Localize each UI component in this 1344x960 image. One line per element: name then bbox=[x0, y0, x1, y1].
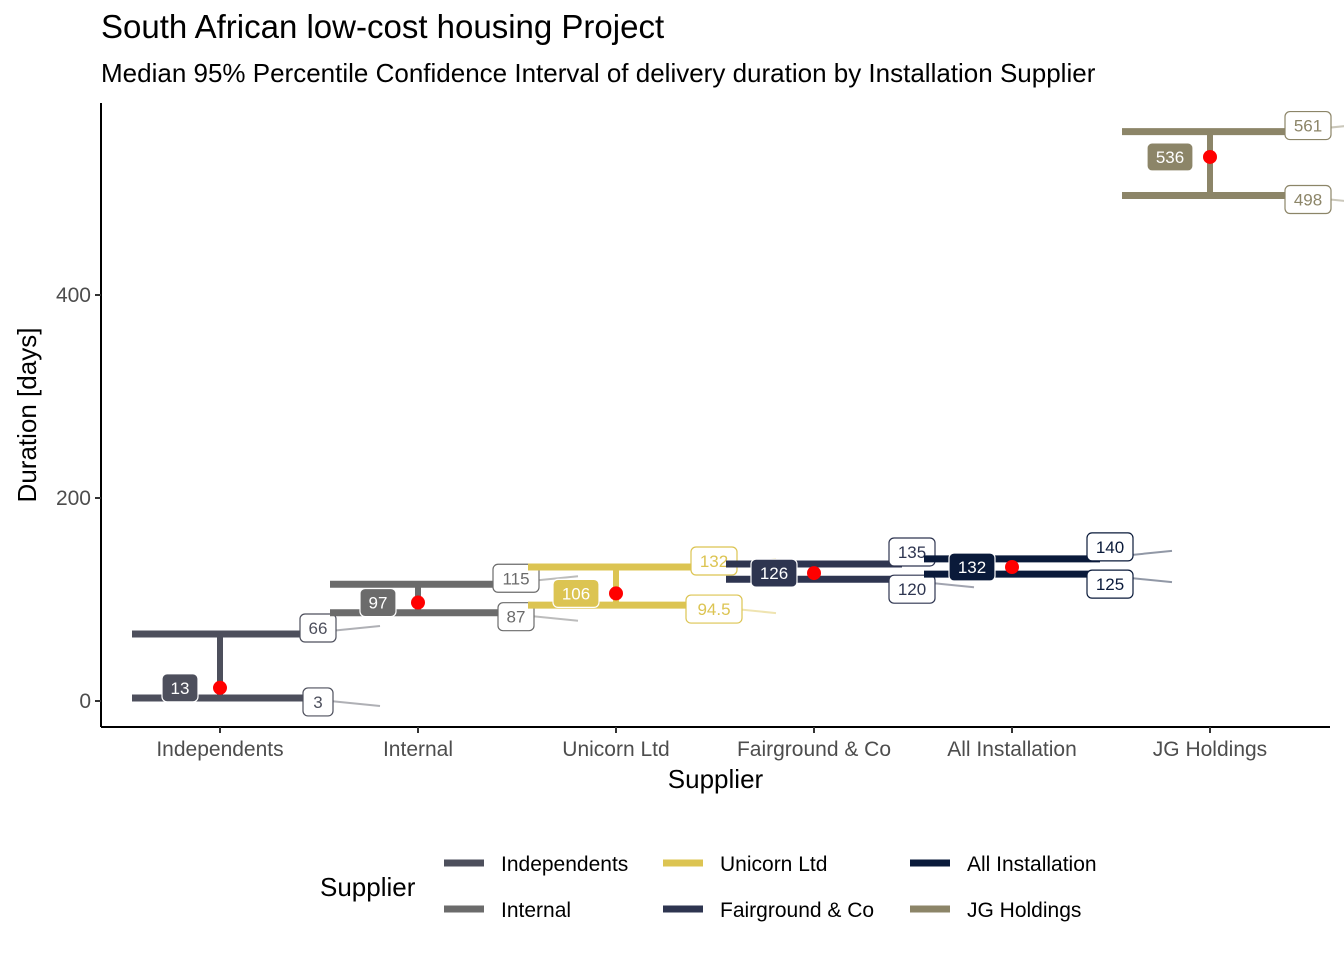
upper-value-label-box bbox=[1284, 110, 1332, 141]
x-tick-label: JG Holdings bbox=[1153, 738, 1267, 761]
upper-value-label-box bbox=[492, 563, 540, 593]
legend-label: JG Holdings bbox=[967, 899, 1081, 922]
lower-value-label: 498 bbox=[1284, 184, 1332, 215]
median-value-label-text: 132 bbox=[958, 558, 986, 577]
chart-title: South African low-cost housing Project bbox=[101, 8, 665, 45]
median-point bbox=[609, 586, 623, 601]
legend-item: All Installation bbox=[910, 853, 1097, 876]
upper-value-label-box bbox=[299, 613, 337, 643]
upper-value-label-text: 132 bbox=[700, 552, 728, 571]
median-value-label-text: 13 bbox=[171, 679, 190, 698]
y-tick-label: 200 bbox=[56, 487, 91, 510]
upper-value-label: 132 bbox=[690, 546, 738, 576]
median-value-label-box bbox=[948, 552, 996, 582]
legend-title: Supplier bbox=[320, 872, 416, 902]
upper-value-label: 135 bbox=[888, 537, 936, 567]
lower-value-label-box bbox=[1086, 569, 1134, 599]
lower-value-label-box bbox=[888, 574, 936, 604]
median-value-label-box bbox=[161, 673, 199, 703]
interval-3: 135 120 126 bbox=[726, 537, 975, 604]
upper-value-label: 115 bbox=[492, 563, 540, 593]
median-value-label-box bbox=[552, 578, 600, 609]
lower-value-label-text: 498 bbox=[1294, 191, 1322, 210]
chart-subtitle: Median 95% Percentile Confidence Interva… bbox=[101, 58, 1096, 88]
legend-label: Fairground & Co bbox=[720, 899, 874, 922]
lower-value-label-box bbox=[1284, 184, 1332, 215]
median-value-label: 132 bbox=[948, 552, 996, 582]
lower-value-label-text: 94.5 bbox=[697, 600, 730, 619]
x-tick-label: All Installation bbox=[947, 738, 1077, 761]
median-point bbox=[213, 680, 227, 695]
median-value-label-text: 536 bbox=[1156, 148, 1184, 167]
median-value-label-box bbox=[750, 558, 798, 588]
axes: 0 200 400 Independents Internal Unicorn Ltd Fa… bbox=[12, 103, 1330, 794]
median-value-label: 536 bbox=[1146, 142, 1194, 172]
median-value-label-box bbox=[359, 587, 397, 618]
median-value-label: 97 bbox=[359, 587, 397, 618]
upper-value-label-box bbox=[888, 537, 936, 567]
interval-5: 561 498 536 bbox=[1122, 110, 1344, 215]
median-point bbox=[807, 566, 821, 581]
x-tick-label: Internal bbox=[383, 738, 453, 761]
upper-value-label: 561 bbox=[1284, 110, 1332, 141]
x-tick-label: Fairground & Co bbox=[737, 738, 891, 761]
interval-0: 66 3 13 bbox=[132, 613, 381, 717]
upper-value-label-text: 115 bbox=[502, 569, 529, 588]
median-value-label: 106 bbox=[552, 578, 600, 609]
x-tick-label: Independents bbox=[156, 738, 283, 761]
median-value-label-text: 126 bbox=[760, 564, 788, 583]
y-axis-title: Duration [days] bbox=[12, 328, 42, 503]
legend: Supplier Independents Internal Unicorn Ltd F… bbox=[320, 853, 1097, 922]
legend-label: Independents bbox=[501, 853, 628, 876]
median-point bbox=[411, 595, 425, 610]
legend-label: Internal bbox=[501, 899, 571, 922]
median-value-label: 13 bbox=[161, 673, 199, 703]
lower-value-label-text: 120 bbox=[898, 580, 926, 599]
legend-item: JG Holdings bbox=[910, 899, 1081, 922]
x-tick-label: Unicorn Ltd bbox=[562, 738, 669, 761]
legend-item: Unicorn Ltd bbox=[663, 853, 827, 876]
y-tick-label: 400 bbox=[56, 284, 91, 307]
median-value-label: 126 bbox=[750, 558, 798, 588]
lower-value-label: 125 bbox=[1086, 569, 1134, 599]
median-value-label-text: 97 bbox=[369, 594, 388, 613]
interval-1: 115 87 97 bbox=[330, 563, 579, 632]
lower-value-label: 94.5 bbox=[685, 594, 743, 624]
legend-item: Independents bbox=[444, 853, 628, 876]
median-point bbox=[1005, 560, 1019, 575]
legend-item: Fairground & Co bbox=[663, 899, 874, 922]
interval-2: 132 94.5 106 bbox=[528, 546, 777, 624]
lower-value-label-text: 3 bbox=[313, 693, 322, 712]
lower-value-label-box bbox=[497, 602, 535, 632]
lower-value-label: 87 bbox=[497, 602, 535, 632]
median-value-label-box bbox=[1146, 142, 1194, 172]
lower-value-label: 3 bbox=[302, 687, 334, 717]
x-axis-title: Supplier bbox=[668, 764, 764, 794]
upper-value-label-text: 140 bbox=[1096, 538, 1124, 557]
upper-value-label-text: 135 bbox=[898, 543, 926, 562]
interval-4: 140 125 132 bbox=[924, 532, 1173, 599]
legend-label: All Installation bbox=[967, 853, 1097, 876]
median-point bbox=[1203, 149, 1217, 164]
upper-value-label: 140 bbox=[1086, 532, 1134, 562]
lower-value-label: 120 bbox=[888, 574, 936, 604]
lower-value-label-text: 125 bbox=[1096, 575, 1124, 594]
y-tick-label: 0 bbox=[79, 690, 91, 713]
lower-value-label-text: 87 bbox=[507, 608, 526, 627]
median-value-label-text: 106 bbox=[562, 584, 590, 603]
lower-value-label-box bbox=[302, 687, 334, 717]
upper-value-label: 66 bbox=[299, 613, 337, 643]
upper-value-label-box bbox=[1086, 532, 1134, 562]
upper-value-label-text: 561 bbox=[1294, 117, 1322, 136]
upper-value-label-text: 66 bbox=[309, 619, 328, 638]
chart-marks: 66 3 13 115 87 97 132 94.5 106 135 120 126 140 125 132… bbox=[132, 110, 1344, 717]
lower-value-label-box bbox=[685, 594, 743, 624]
legend-item: Internal bbox=[444, 899, 571, 922]
legend-label: Unicorn Ltd bbox=[720, 853, 827, 876]
